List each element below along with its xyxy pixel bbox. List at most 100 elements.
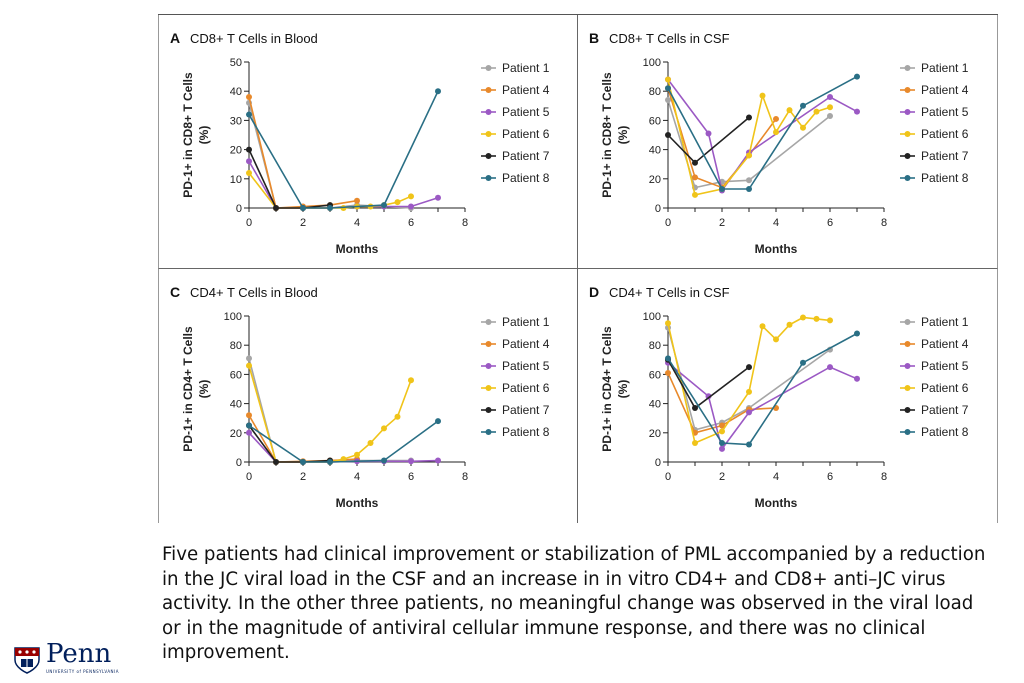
- panel-letter: C: [170, 284, 180, 300]
- y-tick-label: 0: [655, 457, 661, 469]
- data-point: [665, 132, 671, 138]
- data-point: [827, 364, 833, 371]
- legend-marker: [904, 87, 911, 93]
- data-point: [746, 388, 752, 395]
- legend-label: Patient 4: [921, 337, 969, 351]
- legend-marker: [485, 429, 492, 435]
- data-point: [719, 428, 725, 435]
- legend-label: Patient 4: [502, 337, 550, 351]
- x-tick-label: 0: [665, 217, 671, 229]
- data-point: [746, 177, 752, 184]
- panel-b: B CD8+ T Cells in CSF 0 20 40 60 80 100 0 2 4 6 8 Mon…: [578, 15, 998, 269]
- data-point: [692, 404, 698, 411]
- data-point: [746, 409, 752, 416]
- x-tick-label: 2: [719, 471, 725, 483]
- data-point: [827, 113, 833, 120]
- y-tick-label: 100: [643, 57, 661, 69]
- data-point: [246, 169, 252, 176]
- data-point: [246, 146, 252, 153]
- x-tick-label: 4: [773, 217, 779, 229]
- legend-label: Patient 7: [502, 149, 550, 163]
- data-point: [705, 130, 712, 137]
- data-point: [773, 129, 779, 136]
- data-point: [759, 323, 766, 330]
- legend-label: Patient 4: [921, 83, 969, 97]
- data-point: [827, 94, 833, 101]
- panel-letter: D: [589, 284, 599, 300]
- data-point: [854, 330, 860, 337]
- data-point: [746, 364, 752, 371]
- y-axis-label: PD-1+ in CD8+ T Cells: [600, 72, 614, 198]
- x-tick-label: 2: [300, 471, 306, 483]
- x-tick-label: 0: [246, 471, 252, 483]
- x-tick-label: 4: [773, 471, 779, 483]
- data-point: [246, 355, 252, 362]
- legend-label: Patient 5: [921, 105, 969, 119]
- y-tick-label: 40: [649, 145, 661, 157]
- legend-marker: [485, 175, 492, 181]
- chart-svg-a: A CD8+ T Cells in Blood 0 10 20 30 40 50 0 2 4 6 8 Mo…: [170, 30, 550, 256]
- y-tick-label: 0: [655, 203, 661, 215]
- panel-letter: B: [589, 30, 599, 46]
- legend-label: Patient 6: [921, 381, 969, 395]
- data-point: [692, 440, 698, 447]
- series-line: [667, 362, 858, 451]
- legend-label: Patient 1: [502, 315, 550, 329]
- legend-marker: [485, 65, 492, 71]
- data-point: [246, 158, 252, 165]
- legend-marker: [485, 407, 492, 413]
- y-tick-label: 20: [230, 428, 242, 440]
- data-point: [435, 194, 441, 201]
- y-tick-label: 60: [649, 115, 661, 127]
- data-point: [246, 412, 252, 419]
- penn-shield-icon: [14, 647, 40, 674]
- legend-label: Patient 4: [502, 83, 550, 97]
- data-point: [408, 193, 414, 200]
- data-point: [786, 107, 793, 114]
- data-point: [800, 359, 806, 366]
- data-point: [665, 85, 671, 92]
- panel-c: C CD4+ T Cells in Blood 0 20 40 60 80 100 0 2 4 6 8 M…: [158, 269, 578, 523]
- data-point: [746, 152, 752, 159]
- panel-title: CD4+ T Cells in CSF: [609, 285, 730, 300]
- legend-label: Patient 8: [502, 171, 550, 185]
- data-point: [746, 186, 752, 193]
- data-point: [746, 441, 752, 448]
- series-line: [248, 90, 439, 209]
- data-point: [273, 459, 279, 465]
- data-point: [773, 115, 779, 122]
- data-point: [354, 451, 360, 458]
- legend-label: Patient 5: [502, 105, 550, 119]
- data-point: [340, 456, 347, 463]
- legend-label: Patient 1: [921, 315, 969, 329]
- series-line: [667, 79, 831, 196]
- data-point: [827, 104, 833, 111]
- legend-marker: [485, 131, 492, 137]
- data-point: [665, 96, 671, 103]
- panel-title: CD4+ T Cells in Blood: [190, 285, 318, 300]
- panel-title: CD8+ T Cells in Blood: [190, 31, 318, 46]
- legend-label: Patient 7: [502, 403, 550, 417]
- data-point: [435, 88, 441, 95]
- data-point: [692, 191, 698, 198]
- data-point: [381, 457, 387, 464]
- y-tick-label: 40: [230, 399, 242, 411]
- legend-label: Patient 7: [921, 403, 969, 417]
- data-point: [692, 174, 698, 181]
- x-tick-label: 2: [300, 217, 306, 229]
- legend-marker: [904, 65, 911, 71]
- data-point: [367, 440, 374, 447]
- legend-marker: [485, 341, 492, 347]
- data-point: [300, 459, 306, 465]
- panel-a: A CD8+ T Cells in Blood 0 10 20 30 40 50 0 2 4 6 8 Mo…: [158, 15, 578, 269]
- x-tick-label: 6: [827, 217, 833, 229]
- data-point: [746, 114, 752, 121]
- legend-label: Patient 1: [921, 61, 969, 75]
- y-tick-label: 20: [649, 428, 661, 440]
- x-tick-label: 8: [462, 217, 468, 229]
- legend-marker: [904, 363, 911, 369]
- series-line: [248, 358, 411, 463]
- legend-marker: [904, 429, 911, 435]
- x-tick-label: 6: [827, 471, 833, 483]
- x-tick-label: 8: [462, 471, 468, 483]
